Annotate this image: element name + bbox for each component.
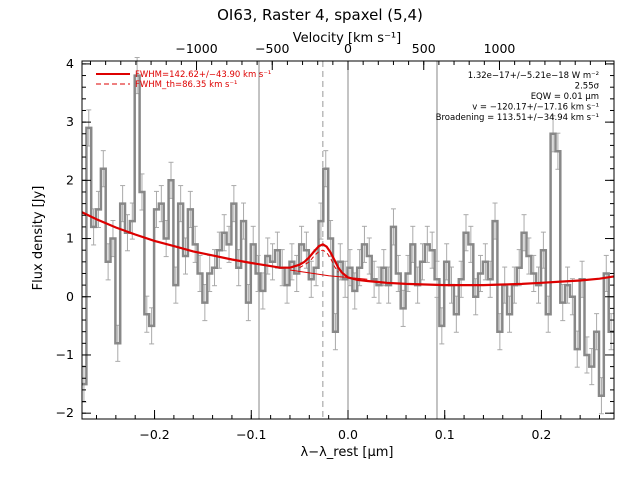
top-x-tick-label: 1000	[484, 41, 516, 56]
spectrum-series	[81, 74, 614, 397]
legend-label: FWHM_th=86.35 km s⁻¹	[135, 80, 237, 90]
fit-annotation: 1.32e−17+/−5.21e−18 W m⁻²	[468, 71, 599, 81]
fit-annotation: v = −120.17+/−17.16 km s⁻¹	[472, 103, 599, 113]
x-tick-label: 0.2	[532, 427, 552, 442]
top-x-tick-label: −1000	[175, 41, 217, 56]
y-tick-label: 3	[66, 114, 74, 129]
chart-title: OI63, Raster 4, spaxel (5,4)	[217, 6, 423, 24]
y-tick-label: −1	[56, 347, 74, 362]
top-x-tick-label: −500	[255, 41, 289, 56]
top-x-axis-label: Velocity [km s⁻¹]	[293, 31, 401, 46]
top-x-tick-label: 500	[412, 41, 436, 56]
y-axis-label: Flux density [Jy]	[31, 186, 46, 291]
thermal-fit-series	[299, 249, 339, 273]
y-tick-label: 0	[66, 289, 74, 304]
top-x-tick-label: 0	[344, 41, 352, 56]
x-tick-label: 0.1	[435, 427, 455, 442]
x-axis-label: λ−λ_rest [μm]	[301, 445, 394, 460]
x-tick-label: 0.0	[338, 427, 358, 442]
fit-annotation: 2.55σ	[575, 82, 600, 92]
y-tick-label: −2	[56, 405, 74, 420]
fit-series	[81, 211, 615, 287]
y-tick-label: 4	[66, 56, 74, 71]
y-tick-label: 2	[66, 172, 74, 187]
continuum-series	[289, 269, 368, 280]
x-tick-label: −0.1	[236, 427, 266, 442]
y-tick-label: 1	[66, 231, 74, 246]
fit-annotation: Broadening = 113.51+/−34.94 km s⁻¹	[436, 113, 599, 123]
fit-annotation: EQW = 0.01 μm	[531, 92, 599, 102]
legend-label: FWHM=142.62+/−43.90 km s⁻¹	[135, 70, 271, 80]
x-tick-label: −0.2	[139, 427, 169, 442]
